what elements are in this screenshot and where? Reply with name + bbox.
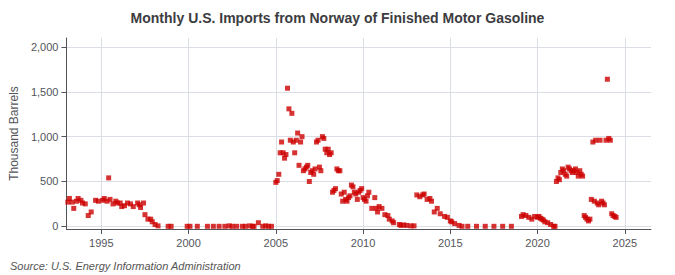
svg-text:2020: 2020 bbox=[525, 237, 549, 249]
svg-text:1995: 1995 bbox=[89, 237, 113, 249]
svg-text:2,000: 2,000 bbox=[31, 41, 59, 53]
svg-text:2005: 2005 bbox=[264, 237, 288, 249]
svg-text:500: 500 bbox=[40, 175, 58, 187]
svg-text:2000: 2000 bbox=[176, 237, 200, 249]
svg-text:Source: U.S. Energy Informatio: Source: U.S. Energy Information Administ… bbox=[10, 260, 241, 272]
svg-text:0: 0 bbox=[52, 220, 58, 232]
svg-text:1,000: 1,000 bbox=[31, 131, 59, 143]
svg-text:2015: 2015 bbox=[438, 237, 462, 249]
svg-text:2010: 2010 bbox=[351, 237, 375, 249]
svg-text:1,500: 1,500 bbox=[31, 86, 59, 98]
svg-text:2025: 2025 bbox=[613, 237, 637, 249]
svg-text:Thousand Barrels: Thousand Barrels bbox=[7, 86, 21, 181]
svg-text:Monthly U.S. Imports from Norw: Monthly U.S. Imports from Norway of Fini… bbox=[131, 10, 545, 26]
